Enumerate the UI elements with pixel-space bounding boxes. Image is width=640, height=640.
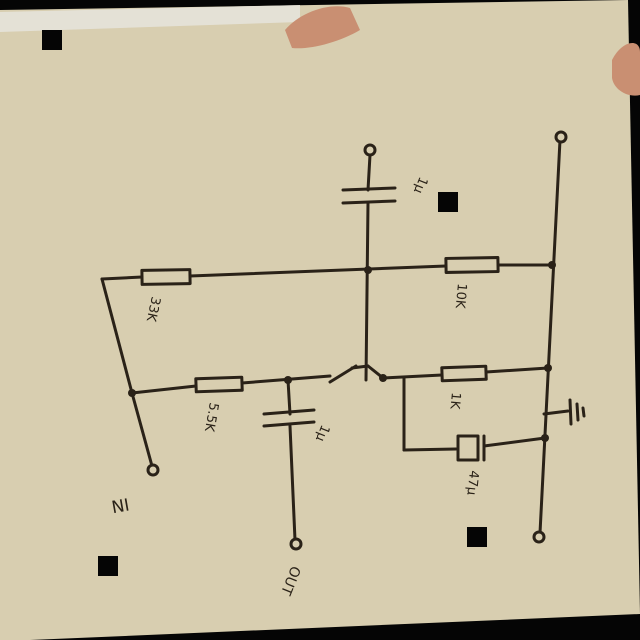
redaction-box [467,527,487,547]
top-right-terminal [554,130,568,144]
label-node-in: IN [110,493,131,516]
right-rail-wire [538,138,562,535]
label-c-emitter: 47μ [463,470,481,496]
circuit [100,130,586,551]
output-terminal [289,537,303,551]
redaction-box [438,192,458,212]
ground-bar-2 [575,402,580,422]
finger-top [285,6,360,49]
label-r-top-right: 10K [452,283,469,310]
finger-right [612,42,640,96]
top-center-terminal [363,143,377,157]
label-r-top-left: 33K [143,295,163,323]
junctions [128,261,556,442]
label-c-top: 1μ [410,175,430,196]
ground-bar-3 [581,406,586,418]
input-terminal [146,463,160,477]
label-r-base: 5.5K [201,401,221,433]
cap-base-plate-1 [262,408,316,416]
ruler-strip [0,5,300,32]
label-r-emitter: 1K [447,392,463,411]
cap-47u-body [456,434,480,462]
ground-bar-1 [568,398,573,426]
redaction-box [98,556,118,576]
cap-top-plate-1 [341,186,397,192]
cap-base-plate-2 [262,420,316,428]
label-c-base: 1μ [312,423,332,444]
bottom-right-terminal [532,530,546,544]
transistor-collector [350,364,370,370]
redaction-box [42,30,62,50]
